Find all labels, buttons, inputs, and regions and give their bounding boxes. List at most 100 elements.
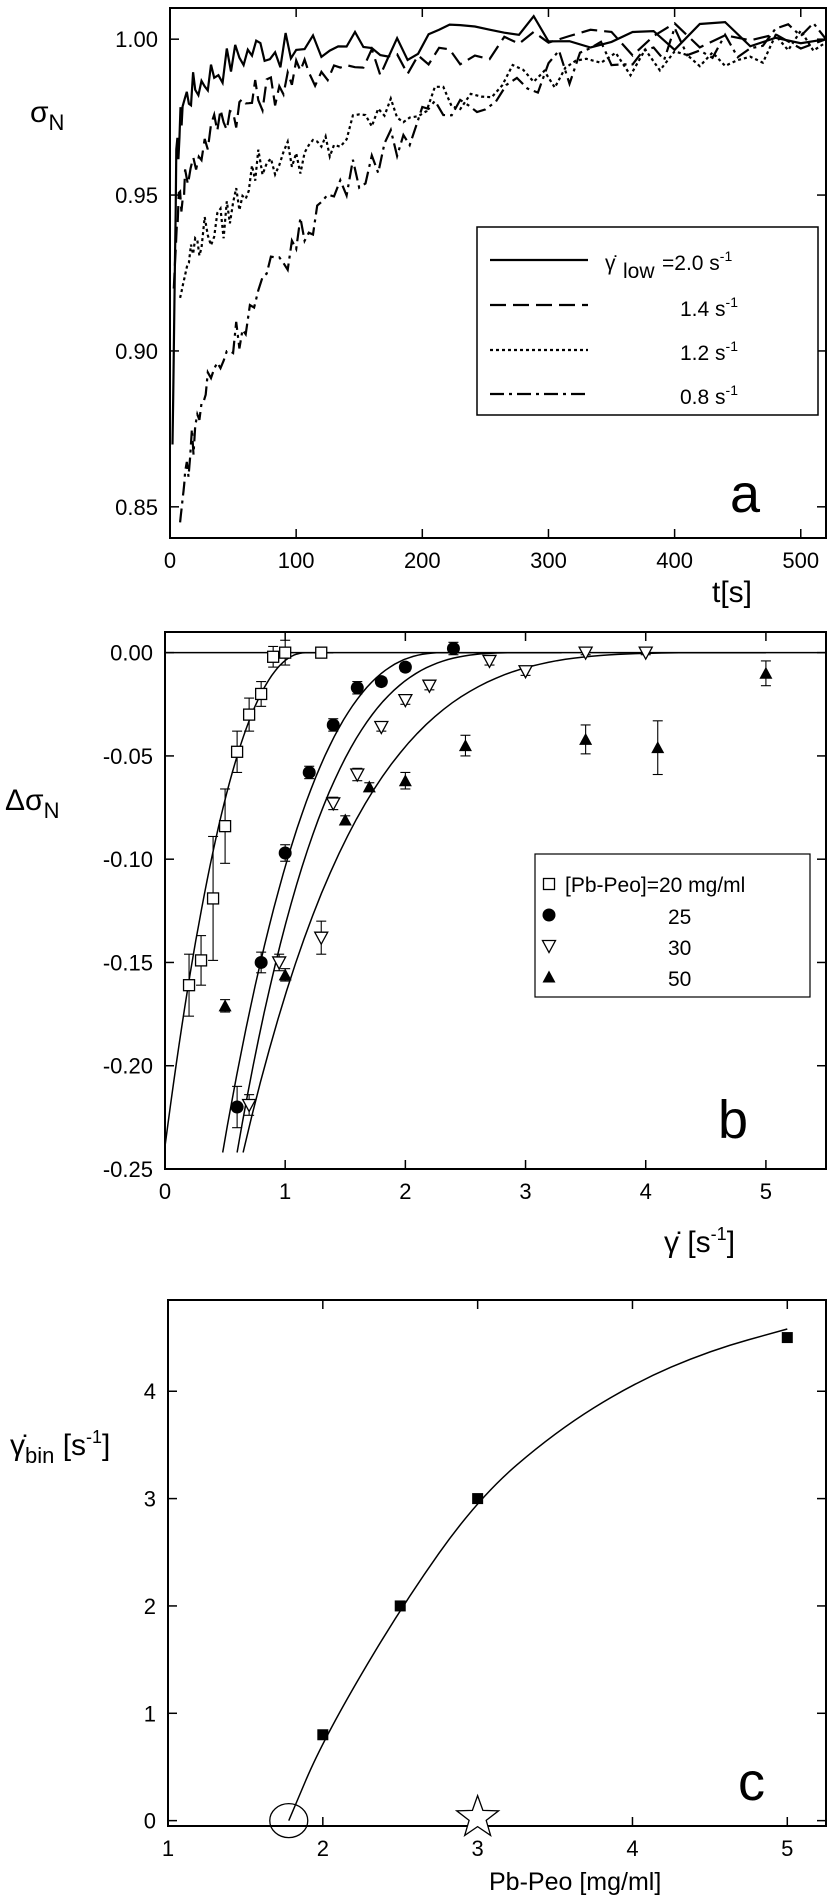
data-point: [313, 931, 329, 946]
legend-marker: [542, 908, 556, 922]
panel-c-ylabel: γ̇bin [s-1]: [10, 1427, 110, 1468]
panel-a-ylabel: σN: [30, 96, 64, 135]
y-tick-label: 1: [144, 1701, 156, 1726]
y-tick-label: 3: [144, 1487, 156, 1512]
x-tick-label: 400: [656, 548, 693, 573]
panel-b-legend: [Pb-Peo]=20 mg/ml 25 30 50: [534, 853, 811, 998]
data-point: [398, 774, 412, 787]
data-point: [759, 666, 773, 679]
legend-marker: [542, 970, 556, 983]
panel-c-frame: [167, 1299, 827, 1827]
data-point: [242, 708, 256, 721]
data-point: [325, 797, 341, 812]
panel-b-label: b: [718, 1090, 748, 1150]
legend-marker: [542, 877, 556, 891]
legend-gamma-symbol: γ̇: [605, 252, 617, 275]
y-tick-label: 0.00: [110, 641, 153, 666]
legend-entry-2: 1.2 s-1: [680, 338, 738, 365]
x-tick-label: 200: [404, 548, 441, 573]
fit-curve: [221, 651, 502, 1153]
data-point: [421, 679, 437, 694]
x-tick-label: 3: [519, 1179, 531, 1204]
panel-a-legend: γ̇ low =2.0 s-1 1.4 s-1 1.2 s-1 0.8 s-1: [476, 226, 819, 416]
series-line: [172, 21, 827, 289]
data-point: [578, 646, 594, 661]
data-point: [781, 1332, 793, 1344]
data-point: [362, 780, 376, 793]
data-point: [651, 741, 665, 754]
data-point: [182, 979, 196, 992]
data-point: [374, 675, 388, 689]
panel-b-legend-entry-3: 50: [668, 968, 691, 991]
fit-curve: [236, 651, 562, 1153]
data-point: [349, 768, 365, 783]
x-tick-label: 500: [782, 548, 819, 573]
data-point: [350, 681, 364, 695]
y-tick-label: 0: [144, 1809, 156, 1834]
x-tick-label: 4: [640, 1179, 652, 1204]
data-point: [194, 954, 208, 967]
x-tick-label: 0: [164, 548, 176, 573]
panel-a-label: a: [730, 464, 761, 524]
data-point: [206, 892, 220, 905]
panel-b-xlabel: γ̇ [s-1]: [664, 1224, 735, 1259]
series-line: [171, 14, 827, 445]
x-tick-label: 2: [399, 1179, 411, 1204]
y-tick-label: -0.05: [103, 744, 153, 769]
data-point: [317, 1729, 329, 1741]
x-tick-label: 2: [317, 1836, 329, 1861]
x-tick-label: 5: [760, 1179, 772, 1204]
x-tick-label: 100: [278, 548, 315, 573]
x-tick-label: 1: [279, 1179, 291, 1204]
data-point: [254, 955, 268, 969]
data-point: [241, 1098, 257, 1113]
x-tick-label: 3: [472, 1836, 484, 1861]
data-point: [218, 819, 232, 833]
y-tick-label: 1.00: [115, 27, 158, 52]
data-point: [472, 1493, 484, 1505]
legend-entry-1: 1.4 s-1: [680, 294, 738, 321]
series-line: [179, 28, 827, 299]
data-point: [638, 646, 654, 661]
panel-b-legend-entry-2: 30: [668, 937, 691, 960]
x-tick-label: 0: [159, 1179, 171, 1204]
x-tick-label: 300: [530, 548, 567, 573]
data-point: [517, 665, 534, 680]
y-tick-label: -0.10: [103, 847, 153, 872]
data-point: [373, 720, 389, 735]
panel-b: 0 1 2 3 4 5-0.25-0.20-0.15-0.10-0.050.00 ΔσN …: [5, 631, 827, 1259]
data-point: [446, 642, 460, 656]
data-point: [458, 739, 472, 752]
annotation-star: [454, 1793, 501, 1837]
data-point: [326, 718, 340, 732]
panel-c-label: c: [738, 1752, 765, 1812]
x-tick-label: 1: [162, 1836, 174, 1861]
y-tick-label: -0.25: [103, 1157, 153, 1182]
legend-marker: [541, 939, 557, 954]
data-point: [267, 650, 280, 663]
y-tick-label: 0.90: [115, 339, 158, 364]
legend-entry-3: 0.8 s-1: [680, 382, 738, 409]
data-point: [279, 646, 292, 659]
panel-b-legend-box: [534, 853, 811, 998]
panel-a-legend-box: [476, 226, 819, 416]
data-point: [481, 654, 498, 669]
panel-c-xlabel: Pb-Peo [mg/ml]: [489, 1868, 661, 1896]
panel-a-frame: [169, 7, 827, 539]
data-point: [278, 968, 292, 981]
y-tick-label: 4: [144, 1379, 156, 1404]
data-point: [397, 694, 413, 709]
annotation-ellipse: [269, 1802, 309, 1839]
data-point: [271, 956, 287, 971]
y-tick-label: 2: [144, 1594, 156, 1619]
data-point: [218, 999, 232, 1012]
panel-b-ylabel: ΔσN: [5, 784, 59, 823]
data-point: [338, 813, 352, 826]
data-point: [278, 846, 292, 860]
x-tick-label: 4: [626, 1836, 638, 1861]
x-tick-label: 5: [781, 1836, 793, 1861]
data-point: [230, 745, 244, 758]
data-point: [394, 1600, 406, 1612]
panel-a-xlabel: t[s]: [712, 576, 752, 609]
